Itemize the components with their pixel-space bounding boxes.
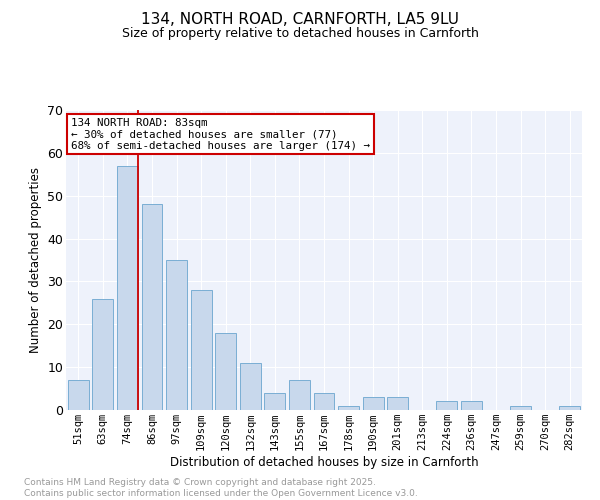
Text: Size of property relative to detached houses in Carnforth: Size of property relative to detached ho…	[122, 28, 478, 40]
Bar	[289, 380, 310, 410]
Bar	[338, 406, 359, 410]
Bar	[191, 290, 212, 410]
Bar	[265, 393, 286, 410]
X-axis label: Distribution of detached houses by size in Carnforth: Distribution of detached houses by size …	[170, 456, 478, 469]
Bar	[117, 166, 138, 410]
Bar	[510, 406, 531, 410]
Text: Contains HM Land Registry data © Crown copyright and database right 2025.
Contai: Contains HM Land Registry data © Crown c…	[24, 478, 418, 498]
Text: 134 NORTH ROAD: 83sqm
← 30% of detached houses are smaller (77)
68% of semi-deta: 134 NORTH ROAD: 83sqm ← 30% of detached …	[71, 118, 370, 150]
Y-axis label: Number of detached properties: Number of detached properties	[29, 167, 41, 353]
Bar	[68, 380, 89, 410]
Bar	[92, 298, 113, 410]
Bar	[559, 406, 580, 410]
Bar	[166, 260, 187, 410]
Bar	[461, 402, 482, 410]
Bar	[215, 333, 236, 410]
Bar	[314, 393, 334, 410]
Bar	[362, 397, 383, 410]
Bar	[240, 363, 261, 410]
Text: 134, NORTH ROAD, CARNFORTH, LA5 9LU: 134, NORTH ROAD, CARNFORTH, LA5 9LU	[141, 12, 459, 28]
Bar	[142, 204, 163, 410]
Bar	[387, 397, 408, 410]
Bar	[436, 402, 457, 410]
